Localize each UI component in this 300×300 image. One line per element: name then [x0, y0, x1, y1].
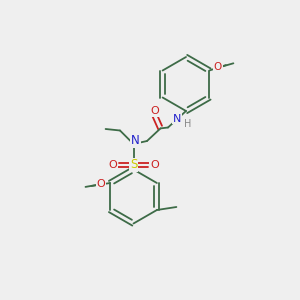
Text: S: S — [130, 158, 137, 172]
Text: O: O — [214, 62, 222, 73]
Text: N: N — [173, 113, 181, 124]
Text: O: O — [97, 179, 106, 189]
Text: O: O — [108, 160, 117, 170]
Text: O: O — [214, 63, 223, 73]
Text: O: O — [150, 160, 159, 170]
Text: H: H — [184, 118, 191, 129]
Text: O: O — [151, 106, 160, 116]
Text: N: N — [131, 134, 140, 147]
